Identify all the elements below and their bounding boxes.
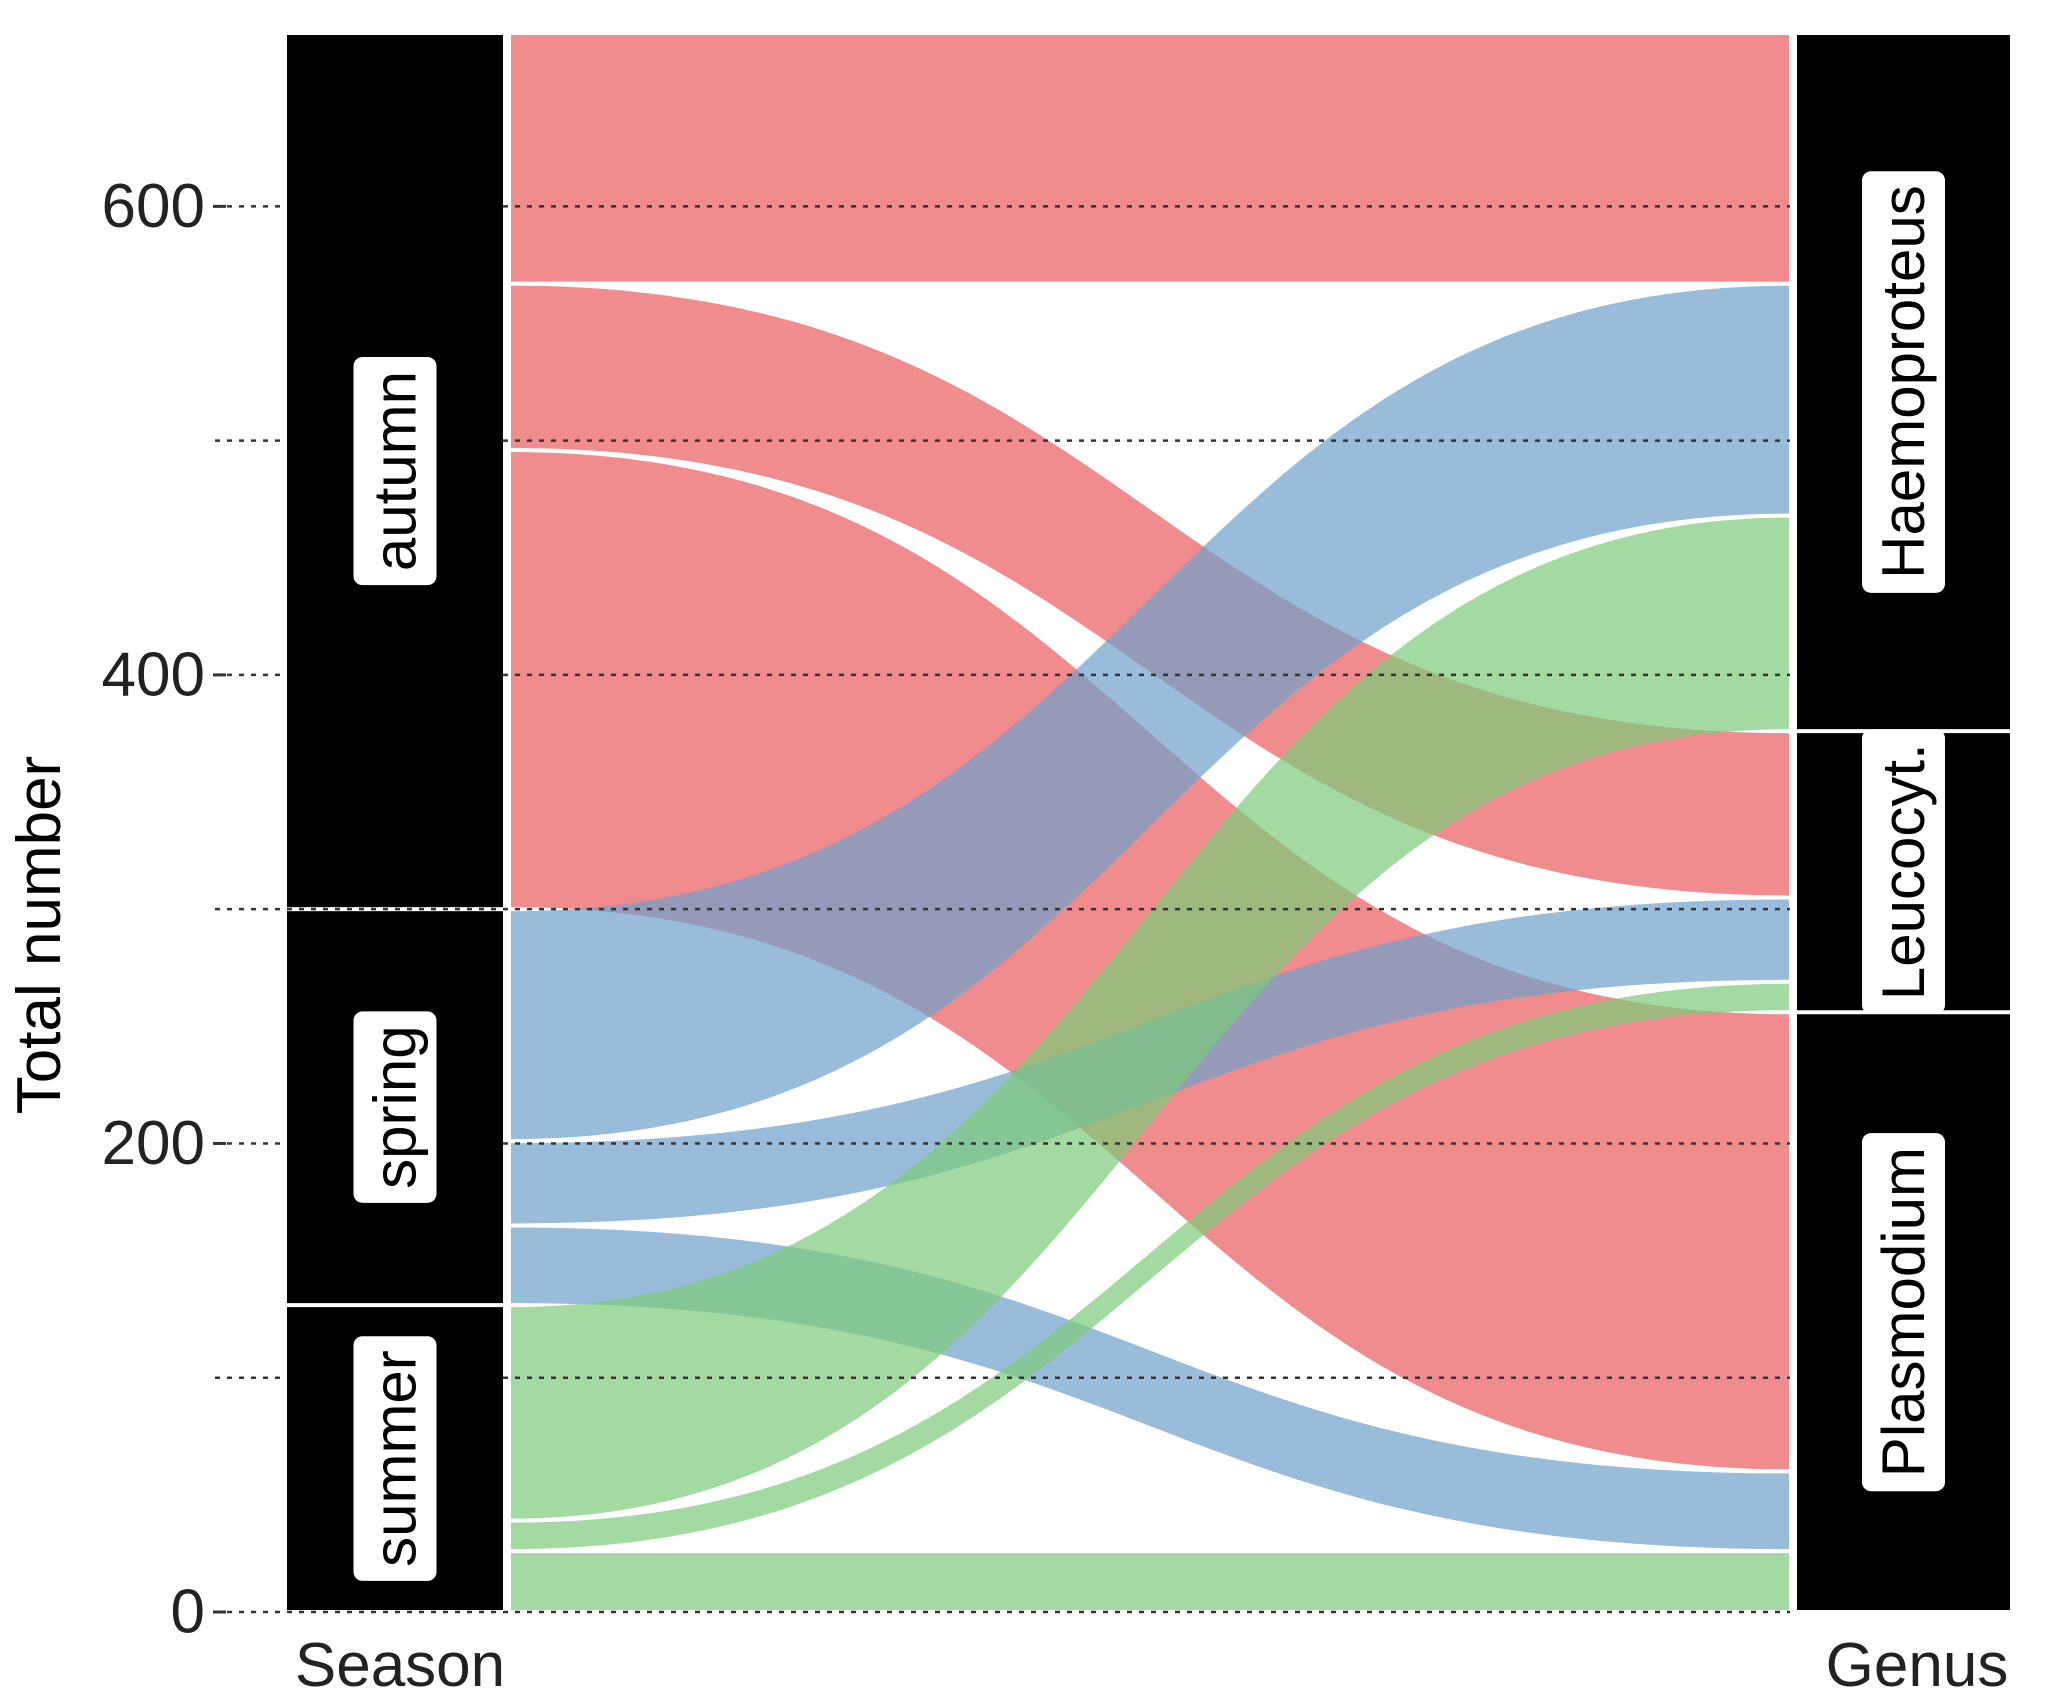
season-stratum-label-group: spring bbox=[353, 1011, 437, 1203]
genus-stratum-label: Haemoproteus bbox=[1870, 185, 1937, 579]
flow-summer-leucocyt bbox=[511, 983, 1789, 1550]
genus-stratum-label-group: Plasmodium bbox=[1862, 1133, 1945, 1492]
season-stratum-label-box bbox=[353, 357, 437, 586]
y-tick-label: 600 bbox=[102, 172, 205, 241]
season-stratum-label: autumn bbox=[362, 371, 429, 571]
grid-layer bbox=[215, 205, 1790, 1614]
genus-stratum-label-box bbox=[1862, 1133, 1945, 1492]
season-stratum-label: spring bbox=[362, 1025, 429, 1188]
season-stratum-label: summer bbox=[362, 1350, 429, 1567]
genus-stratum-label-group: Leucocyt. bbox=[1862, 729, 1945, 1015]
flow-summer-plasmodium bbox=[511, 1553, 1789, 1610]
season-stratum-label-box bbox=[353, 1336, 437, 1581]
axis-name-genus: Genus bbox=[1826, 1631, 2009, 1699]
genus-stratum-label-box bbox=[1862, 729, 1945, 1015]
genus-stratum-label: Leucocyt. bbox=[1870, 743, 1937, 1000]
y-axis-title: Total number bbox=[5, 756, 74, 1114]
y-tick-label: 200 bbox=[102, 1109, 205, 1178]
genus-stratum-label-box bbox=[1862, 171, 1945, 593]
axis-name-season: Season bbox=[295, 1631, 505, 1699]
y-tick-label: 0 bbox=[171, 1578, 205, 1647]
season-stratum-label-group: autumn bbox=[353, 357, 437, 586]
season-stratum-label-box bbox=[353, 1011, 437, 1203]
flow-summer-haemoproteus bbox=[511, 517, 1789, 1519]
season-stratum-label-group: summer bbox=[353, 1336, 437, 1581]
flow-autumn-haemoproteus bbox=[511, 35, 1789, 282]
y-axis: 0 200 400 600 bbox=[102, 172, 226, 1647]
genus-stratum-label-group: Haemoproteus bbox=[1862, 171, 1945, 593]
genus-stratum-label: Plasmodium bbox=[1870, 1147, 1937, 1477]
y-tick-label: 400 bbox=[102, 640, 205, 709]
strata-layer: autumn spring summer Haemoproteus Leucocyt. P… bbox=[287, 35, 2010, 1610]
flow-spring-haemoproteus bbox=[511, 285, 1789, 1140]
flow-layer bbox=[511, 35, 1789, 1610]
